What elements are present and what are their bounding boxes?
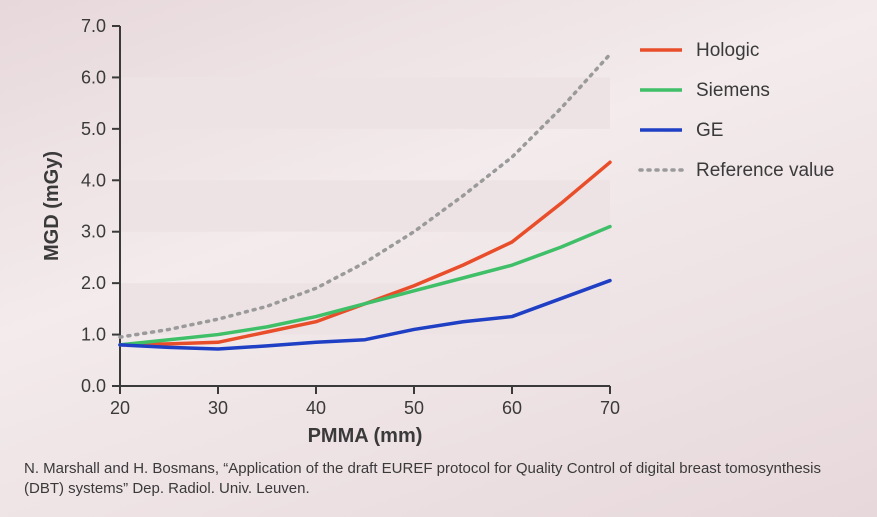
y-tick-label: 4.0 bbox=[81, 170, 106, 190]
y-tick-label: 3.0 bbox=[81, 222, 106, 242]
legend-label: Siemens bbox=[696, 80, 770, 101]
y-tick-label: 1.0 bbox=[81, 325, 106, 345]
x-tick-label: 50 bbox=[404, 398, 424, 418]
chart-container: 0.0 1.0 2.0 3.0 4.0 5.0 6.0 7.0 20 30 40 50 60 70 PMMA… bbox=[20, 16, 857, 446]
legend-label: GE bbox=[696, 120, 723, 141]
x-axis-label: PMMA (mm) bbox=[308, 425, 423, 446]
caption-line-2: (DBT) systems” Dep. Radiol. Univ. Leuven… bbox=[24, 480, 310, 497]
y-tick-label: 0.0 bbox=[81, 376, 106, 396]
y-tick-label: 5.0 bbox=[81, 119, 106, 139]
x-tick-label: 60 bbox=[502, 398, 522, 418]
x-tick-label: 40 bbox=[306, 398, 326, 418]
chart-frame: 0.0 1.0 2.0 3.0 4.0 5.0 6.0 7.0 20 30 40 50 60 70 PMMA… bbox=[0, 0, 877, 517]
x-tick-label: 30 bbox=[208, 398, 228, 418]
line-chart: 0.0 1.0 2.0 3.0 4.0 5.0 6.0 7.0 20 30 40 50 60 70 PMMA… bbox=[20, 16, 857, 446]
grid-band bbox=[120, 77, 610, 128]
y-tick-label: 2.0 bbox=[81, 273, 106, 293]
legend-label: Reference value bbox=[696, 160, 834, 181]
y-axis-label: MGD (mGy) bbox=[41, 151, 63, 261]
caption-line-1: N. Marshall and H. Bosmans, “Application… bbox=[24, 460, 821, 477]
x-tick-label: 20 bbox=[110, 398, 130, 418]
y-tick-label: 6.0 bbox=[81, 67, 106, 87]
y-tick-label: 7.0 bbox=[81, 16, 106, 36]
x-tick-label: 70 bbox=[600, 398, 620, 418]
legend-label: Hologic bbox=[696, 40, 759, 61]
citation-caption: N. Marshall and H. Bosmans, “Application… bbox=[24, 459, 853, 500]
